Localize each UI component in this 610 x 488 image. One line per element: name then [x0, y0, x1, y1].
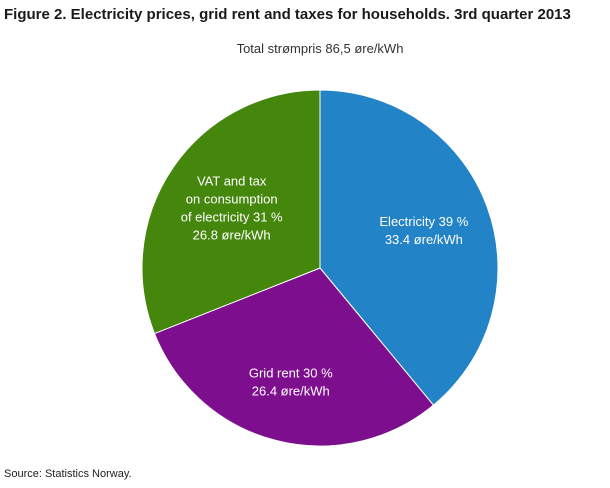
- chart-subtitle: Total strømpris 86,5 øre/kWh: [236, 41, 404, 56]
- pie-slice-label: Grid rent 30 % 26.4 øre/kWh: [249, 365, 333, 398]
- chart-title: Figure 2. Electricity prices, grid rent …: [4, 6, 571, 23]
- pie-chart: Electricity 39 % 33.4 øre/kWh Grid rent 30…: [141, 89, 499, 447]
- pie-slice-label: VAT and tax on consumption of electricity …: [181, 173, 283, 242]
- pie-slice-label: Electricity 39 % 33.4 øre/kWh: [379, 214, 468, 247]
- pie-slice-grid-rent: [153, 267, 435, 447]
- pie-slice-vat-and-tax-on-consumption-of-electricity: [141, 89, 321, 335]
- pie-slice-electricity: [319, 89, 499, 406]
- source-note: Source: Statistics Norway.: [4, 468, 132, 480]
